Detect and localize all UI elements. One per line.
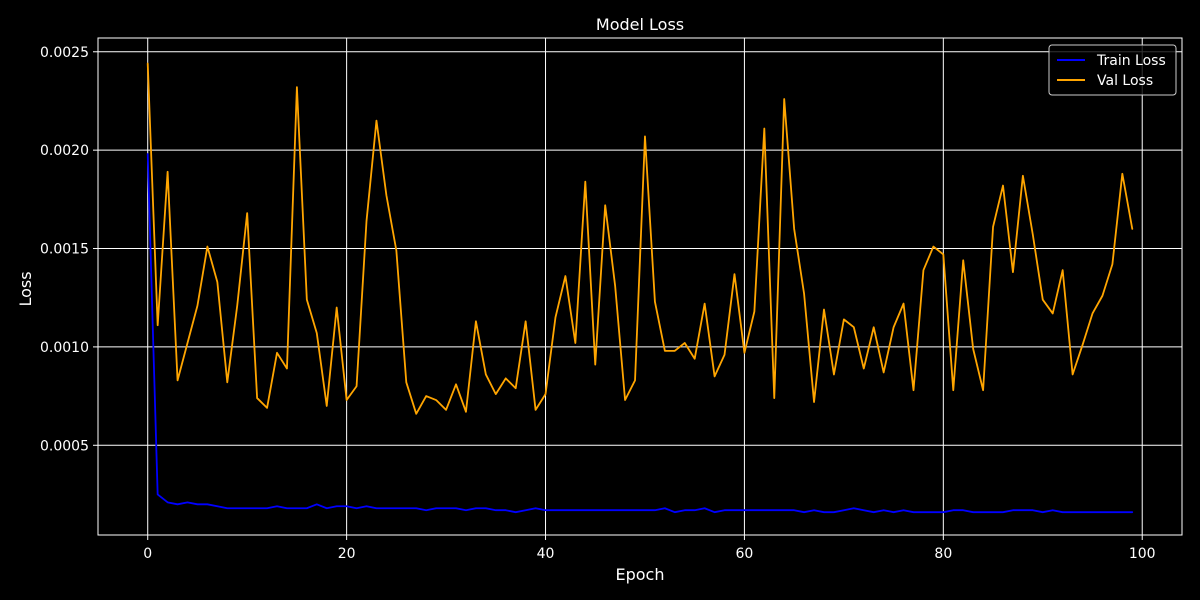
x-tick-label: 40 xyxy=(537,546,555,562)
y-tick-label: 0.0025 xyxy=(40,45,89,61)
legend-box xyxy=(1048,44,1177,96)
axes-frame xyxy=(97,37,1183,536)
y-tick-label: 0.0015 xyxy=(40,242,89,258)
x-tick-label: 80 xyxy=(934,546,952,562)
y-tick-label: 0.0010 xyxy=(40,340,89,356)
legend-label-train-loss: Train Loss xyxy=(1096,53,1166,69)
legend: Train Loss Val Loss xyxy=(1048,44,1177,96)
grid xyxy=(98,38,1182,535)
x-tick-label: 100 xyxy=(1129,546,1156,562)
series-layer xyxy=(146,62,1134,514)
x-tick-label: 20 xyxy=(338,546,356,562)
x-tick-label: 60 xyxy=(736,546,754,562)
legend-label-val-loss: Val Loss xyxy=(1097,73,1153,89)
chart-title: Model Loss xyxy=(596,15,684,34)
series-line-train-loss xyxy=(146,153,1134,514)
x-axis-label: Epoch xyxy=(616,565,665,584)
y-axis-label: Loss xyxy=(16,271,35,306)
series-line-val-loss xyxy=(146,62,1134,415)
x-tick-label: 0 xyxy=(143,546,152,562)
ticks: 0 20 40 60 80 100 0.0005 0.0010 0.0015 0.0020 0.00… xyxy=(40,45,1156,562)
y-tick-label: 0.0020 xyxy=(40,143,89,159)
y-tick-label: 0.0005 xyxy=(40,438,89,454)
